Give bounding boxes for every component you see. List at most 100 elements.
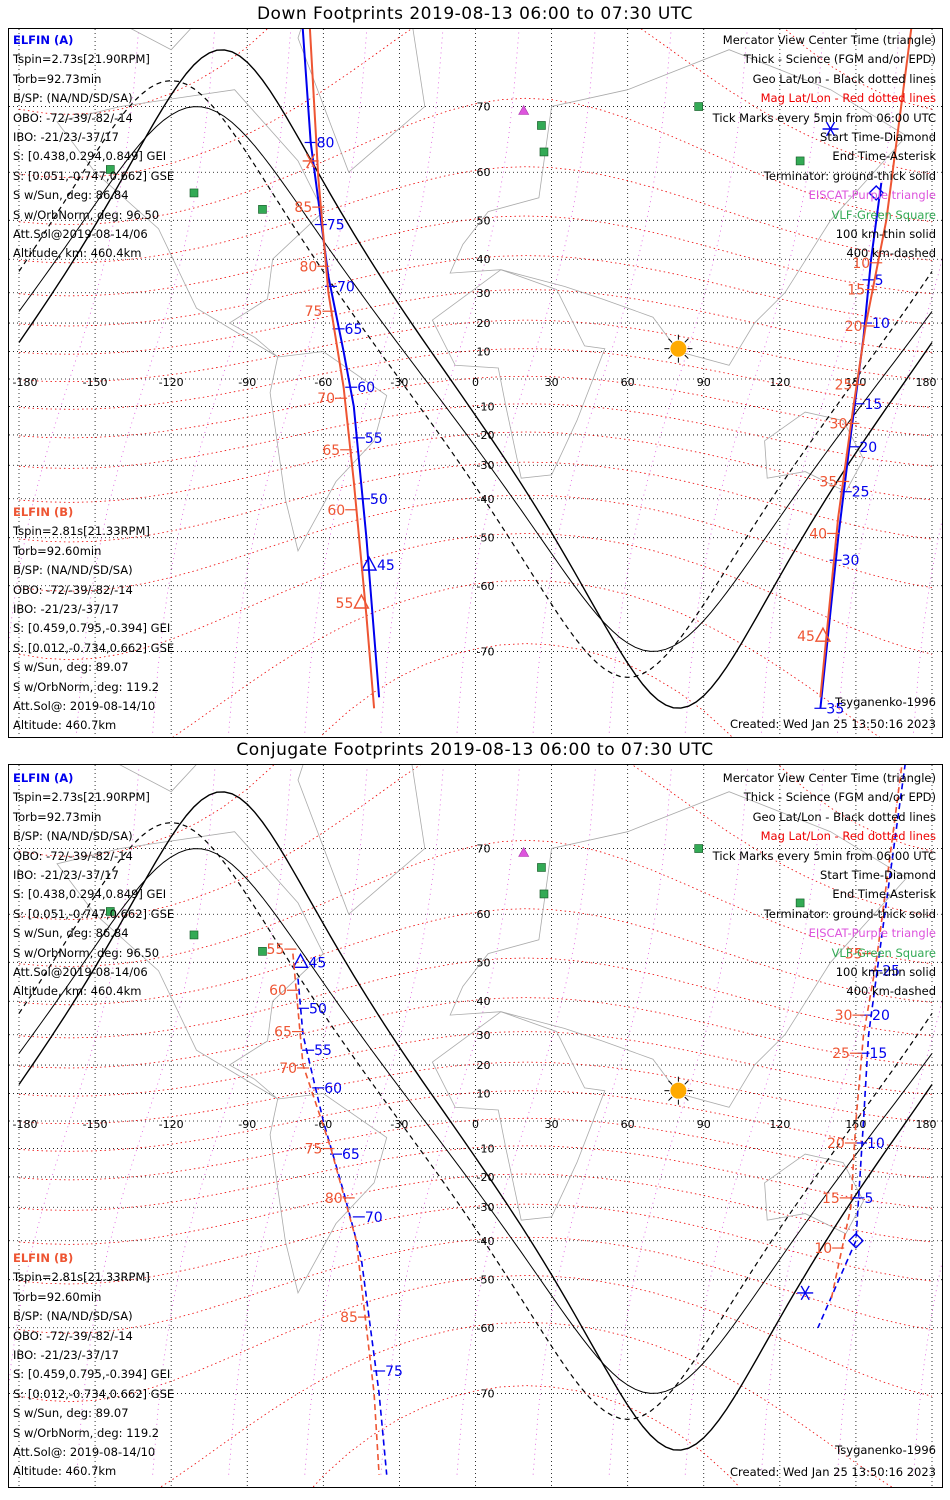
tick-label: 15 [847, 283, 865, 299]
legend-item: Geo Lat/Lon - Black dotted lines [752, 809, 936, 824]
mag-lat-line [18, 215, 933, 297]
legend-item: Mercator View Center Time (triangle) [722, 33, 936, 47]
lon-tick-label: -90 [238, 376, 256, 389]
info-line: OBO: -72/-39/-82/-14 [13, 848, 133, 863]
mag-lon-line [684, 767, 825, 1475]
tick-label: 55 [267, 942, 285, 958]
elfin-b-info: ELFIN (B) Tspin=2.81s[21.33RPM] Torb=92.… [13, 1249, 174, 1482]
vlf-square-icon [795, 898, 805, 908]
lon-tick-label: -120 [159, 1118, 184, 1131]
mag-lon-line [380, 767, 520, 1475]
tick-label: 35 [845, 947, 863, 963]
lat-tick-label: -20 [477, 429, 495, 442]
orbit-track [297, 978, 388, 1475]
mag-lon-line [76, 767, 216, 1475]
lon-tick-label: -150 [83, 1118, 108, 1131]
elfin-a-info: ELFIN (A) Tspin=2.73s[21.90RPM] Torb=92.… [13, 31, 174, 264]
mag-lon-line [152, 767, 292, 1475]
tick-label: 10 [872, 316, 890, 332]
tick-label: 25 [852, 485, 870, 501]
created-timestamp: Created: Wed Jan 25 13:50:16 2023 [729, 1465, 936, 1479]
info-line: Torb=92.60min [13, 1289, 102, 1304]
tick-label: 65 [274, 1025, 292, 1041]
info-line: Tspin=2.73s[21.90RPM] [13, 52, 150, 67]
tick-label: 50 [309, 1001, 327, 1017]
lat-tick-label: -10 [477, 401, 495, 414]
info-line: IBO: -21/23/-37/17 [13, 129, 119, 144]
lat-tick-label: 60 [477, 908, 491, 921]
info-line: Altitude, km: 460.4km [13, 984, 142, 999]
info-line: IBO: -21/23/-37/17 [13, 1347, 119, 1362]
tick-label: 60 [324, 1081, 342, 1097]
mag-lat-line [319, 643, 733, 737]
mag-lat-line [18, 1145, 933, 1211]
tick-label: 15 [822, 1191, 840, 1207]
tick-label: 20 [845, 319, 863, 335]
lat-tick-label: 20 [477, 317, 491, 330]
mag-lat-line [18, 403, 933, 469]
tick-label: 70 [365, 1210, 383, 1226]
legend-item: Mag Lat/Lon - Red dotted lines [760, 91, 936, 106]
tick-label: 80 [300, 259, 318, 275]
lat-tick-label: -40 [477, 1235, 495, 1248]
legend-item: Start Time-Diamond [820, 867, 936, 882]
tick-label: 75 [327, 218, 345, 234]
elfin-b-label: ELFIN (B) [13, 1251, 74, 1265]
sun-ray [668, 338, 673, 343]
elfin-a-label: ELFIN (A) [13, 33, 74, 47]
legend-item: VLF-Green Square [831, 945, 936, 960]
sun-ray [684, 338, 689, 343]
info-line: Att.Sol@2019-08-14/06 [13, 964, 148, 979]
legend-item: Mercator View Center Time (triangle) [722, 771, 936, 785]
vlf-square-icon [537, 863, 546, 872]
map-frame-conjugate: -180 -150 -120 -90 -60 -30 0 30 60 90 120 150 180 70 6… [8, 764, 943, 1488]
tick-label: 20 [859, 440, 877, 456]
center-time-triangle-icon [360, 555, 378, 571]
lon-tick-label: -30 [390, 1118, 408, 1131]
end-time-asterisk-icon [306, 153, 316, 169]
map-frame-down: -180 -150 -120 -90 -60 -30 0 30 60 90 120 150 180 70 6… [8, 28, 943, 738]
lon-tick-label: 120 [769, 376, 790, 389]
lat-tick-label: -70 [477, 1387, 495, 1400]
coastline [449, 49, 908, 366]
lon-tick-label: 60 [621, 1118, 635, 1131]
tick-label: 5 [864, 1191, 873, 1207]
tick-label: 85 [294, 200, 312, 216]
info-line: OBO: -72/-39/-82/-14 [13, 582, 133, 597]
map-legend: Mercator View Center Time (triangle) Thi… [713, 769, 936, 1002]
mag-lat-line [18, 97, 933, 225]
legend-item: End Time-Asterisk [832, 887, 936, 902]
mag-lon-line [9, 767, 140, 1386]
legend-item: Start Time-Diamond [820, 129, 936, 144]
orbit-track [308, 29, 376, 709]
sun-icon [670, 1082, 687, 1099]
tick-label: 75 [305, 304, 323, 320]
center-time-label: 55 [336, 596, 354, 612]
info-line: B/SP: (NA/ND/SD/SA) [13, 829, 133, 844]
lat-tick-label: 40 [477, 995, 491, 1008]
info-line: S w/Sun, deg: 86.84 [13, 188, 129, 203]
info-line: S w/OrbNorm, deg: 96.50 [13, 207, 160, 222]
center-time-triangle-icon [353, 593, 370, 609]
legend-item: Tick Marks every 5min from 06:00 UTC [712, 110, 936, 125]
vlf-square-icon [694, 844, 703, 853]
elfin-a-label: ELFIN (A) [13, 771, 74, 785]
sun-ray [668, 1096, 673, 1101]
coastline [764, 411, 864, 493]
tick-label: 20 [872, 1008, 890, 1024]
info-line: S w/Sun, deg: 89.07 [13, 1406, 129, 1421]
mag-lon-line [456, 767, 596, 1475]
legend-item: Thick - Science (FGM and/or EPD) [743, 52, 936, 67]
sun-ray [668, 354, 673, 359]
vlf-square-icon [539, 147, 549, 157]
eiscat-triangle-icon [518, 846, 530, 857]
lat-tick-label: 60 [477, 166, 491, 179]
vlf-square-icon [694, 102, 703, 111]
lon-tick-label: -180 [13, 1118, 38, 1131]
panel-title-conjugate: Conjugate Footprints 2019-08-13 06:00 to… [236, 740, 714, 760]
lat-tick-label: -30 [477, 1201, 495, 1214]
lat-tick-label: 20 [477, 1059, 491, 1072]
lon-tick-label: 30 [545, 1118, 559, 1131]
lon-tick-label: -150 [83, 376, 108, 389]
lon-tick-label: -120 [159, 376, 184, 389]
